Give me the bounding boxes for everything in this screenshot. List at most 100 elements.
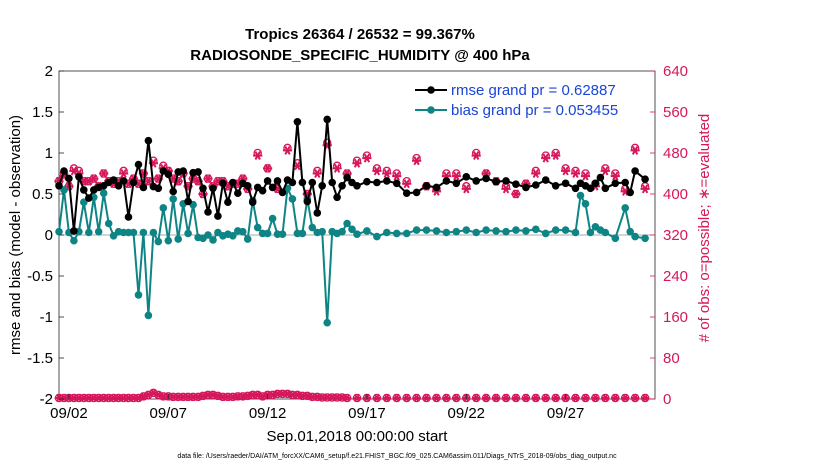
rmse-point xyxy=(561,179,570,188)
bias-point xyxy=(373,232,381,241)
bias-point xyxy=(204,231,212,239)
bias-point xyxy=(383,228,391,237)
bias-point xyxy=(452,227,461,236)
rmse-point xyxy=(224,198,232,206)
obs-evaluated-lower-marker xyxy=(591,393,600,403)
obs-evaluated-marker xyxy=(119,169,129,178)
obs-evaluated-lower-marker xyxy=(432,393,441,403)
bias-point xyxy=(104,219,113,228)
rmse-point xyxy=(343,173,351,182)
rmse-point xyxy=(179,167,187,175)
chart-title: Tropics 26364 / 26532 = 99.367% xyxy=(245,26,475,43)
y2-axis-label: # of obs: o=possible; ∗=evaluated xyxy=(696,114,713,343)
obs-evaluated-lower-marker xyxy=(352,393,362,403)
obs-evaluated-marker xyxy=(402,179,412,189)
bias-point xyxy=(134,291,143,299)
rmse-point xyxy=(328,178,337,187)
bias-point xyxy=(402,229,411,238)
obs-evaluated-marker xyxy=(640,184,650,194)
rmse-point xyxy=(60,167,68,175)
bias-point xyxy=(472,228,481,237)
rmse-point xyxy=(308,178,317,187)
legend: rmse grand pr = 0.62887 bias grand pr = … xyxy=(415,82,618,119)
obs-evaluated-marker xyxy=(362,153,372,163)
bias-point xyxy=(308,223,317,232)
bias-point xyxy=(99,189,108,197)
rmse-point xyxy=(641,175,649,183)
rmse-point xyxy=(621,178,629,187)
rmse-point xyxy=(248,198,257,206)
obs-evaluated-marker xyxy=(392,171,402,181)
obs-evaluated-lower-marker xyxy=(501,393,511,403)
obs-evaluated-lower-marker xyxy=(621,393,630,403)
obs-evaluated-lower-marker xyxy=(611,393,620,403)
obs-evaluated-marker xyxy=(203,174,213,184)
bias-point xyxy=(422,226,431,234)
bias-point xyxy=(253,223,262,232)
bias-point xyxy=(288,195,297,203)
obs-evaluated-marker xyxy=(263,163,273,173)
bias-point xyxy=(512,226,520,234)
bias-point xyxy=(353,230,361,238)
rmse-point xyxy=(234,189,242,197)
rmse-point xyxy=(412,188,421,197)
obs-evaluated-marker xyxy=(610,171,620,181)
y-tick-label: -1 xyxy=(40,309,53,326)
bias-point xyxy=(462,226,471,234)
y2-tick-label: 480 xyxy=(663,145,688,162)
rmse-point xyxy=(288,178,297,187)
obs-evaluated-lower-marker xyxy=(531,393,540,403)
x-tick-label: 09/27 xyxy=(547,405,585,422)
rmse-point xyxy=(452,179,461,188)
obs-evaluated-marker xyxy=(253,151,263,161)
rmse-point xyxy=(85,194,93,202)
obs-evaluated-marker xyxy=(531,169,541,178)
y2-tick-label: 80 xyxy=(663,350,680,367)
obs-evaluated-marker xyxy=(600,166,610,176)
bias-point xyxy=(55,227,63,236)
obs-evaluated-marker xyxy=(451,171,461,181)
obs-evaluated-lower-marker xyxy=(601,393,610,403)
obs-evaluated-lower-marker xyxy=(452,393,461,403)
bias-point xyxy=(571,228,580,237)
obs-evaluated-marker xyxy=(570,169,581,178)
y-tick-label: -1.5 xyxy=(27,350,53,367)
rmse-point xyxy=(194,168,202,176)
obs-evaluated-marker xyxy=(332,163,342,173)
rmse-point xyxy=(482,174,490,183)
rmse-point xyxy=(273,177,282,185)
bias-point xyxy=(298,229,307,238)
obs-evaluated-marker xyxy=(372,166,382,176)
bias-point xyxy=(561,226,570,234)
legend-bias-label: bias grand pr = 0.053455 xyxy=(451,102,618,119)
legend-rmse-marker xyxy=(427,86,435,94)
obs-evaluated-lower-marker xyxy=(541,393,550,403)
obs-evaluated-marker xyxy=(412,156,422,166)
obs-evaluated-lower-marker xyxy=(412,393,421,403)
rmse-point xyxy=(313,209,322,217)
bias-point xyxy=(144,311,153,320)
rmse-point xyxy=(303,197,312,206)
obs-evaluated-lower-marker xyxy=(422,393,431,403)
obs-evaluated-lower-marker xyxy=(551,393,560,403)
bias-point xyxy=(611,234,620,243)
obs-evaluated-marker xyxy=(312,169,322,178)
rmse-point xyxy=(571,184,580,193)
rmse-point xyxy=(209,184,217,193)
y-tick-label: -0.5 xyxy=(27,268,53,285)
rmse-point xyxy=(472,177,481,185)
rmse-point xyxy=(353,182,361,190)
rmse-point xyxy=(219,179,227,188)
bias-point xyxy=(392,229,401,238)
y-tick-label: -2 xyxy=(40,391,53,408)
obs-evaluated-marker xyxy=(143,176,153,186)
y-axis-label: rmse and bias (model - observation) xyxy=(7,115,24,355)
rmse-point xyxy=(199,184,207,193)
bias-point xyxy=(631,232,639,241)
x-tick-label: 09/02 xyxy=(50,405,88,422)
obs-evaluated-marker xyxy=(382,169,392,178)
obs-evaluated-lower-marker xyxy=(521,393,531,403)
bias-point xyxy=(442,228,451,237)
bias-point xyxy=(581,200,590,208)
bias-point xyxy=(184,229,192,238)
